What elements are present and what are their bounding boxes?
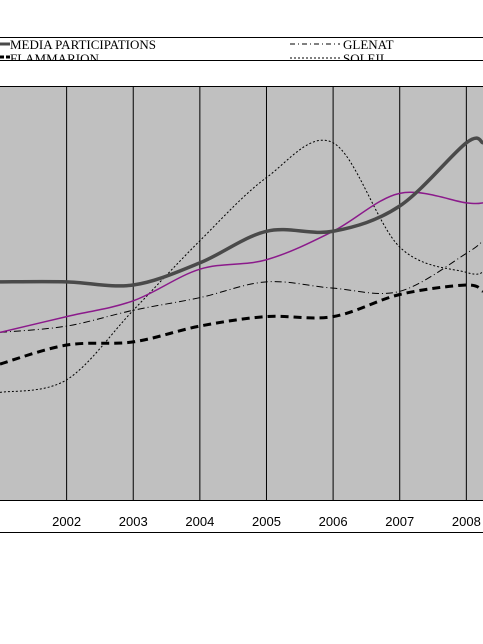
x-tick-label-2003: 2003 xyxy=(119,514,148,529)
series-line-soleil xyxy=(0,139,483,393)
x-tick-label-2008: 2008 xyxy=(452,514,481,529)
legend-label-flammarion: FLAMMARION xyxy=(10,52,99,60)
legend-label-soleil: SOLEIL xyxy=(343,52,388,60)
x-tick-label-2004: 2004 xyxy=(185,514,214,529)
x-tick-label-2006: 2006 xyxy=(319,514,348,529)
legend-frame xyxy=(0,37,483,61)
legend: MEDIA PARTICIPATIONS FLAMMARION GLENAT S… xyxy=(0,0,483,62)
x-tick-label-2005: 2005 xyxy=(252,514,281,529)
legend-label-glenat: GLENAT xyxy=(343,37,394,52)
series-line-glenat xyxy=(0,240,483,333)
x-tick-label-2007: 2007 xyxy=(385,514,414,529)
x-tick-label-2002: 2002 xyxy=(52,514,81,529)
series-line-purple xyxy=(0,191,483,334)
legend-label-media-participations: MEDIA PARTICIPATIONS xyxy=(10,37,156,52)
plot-area xyxy=(0,86,483,500)
series-line-media-participations xyxy=(0,136,483,288)
